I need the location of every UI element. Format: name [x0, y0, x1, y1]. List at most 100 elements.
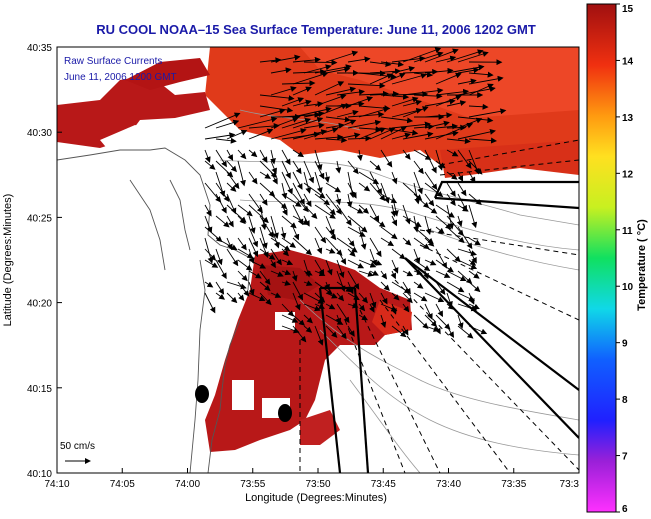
current-vector — [226, 182, 237, 192]
current-vector — [347, 111, 385, 118]
current-vector — [259, 105, 294, 113]
current-vector — [402, 215, 422, 228]
current-vector — [248, 171, 258, 185]
current-vector — [281, 269, 292, 276]
current-vector — [259, 171, 272, 179]
current-vector — [248, 123, 280, 129]
current-vector — [380, 314, 387, 328]
surface-current-vectors — [204, 47, 507, 346]
current-vector — [270, 128, 307, 140]
current-vector — [325, 116, 351, 123]
current-vector — [380, 182, 390, 204]
current-vector — [281, 149, 291, 166]
current-vector — [314, 226, 327, 244]
current-vector — [358, 314, 368, 321]
current-vector — [204, 281, 214, 288]
current-vector — [237, 292, 245, 301]
current-vector — [237, 149, 247, 160]
current-vector — [314, 134, 344, 141]
current-vector — [380, 149, 393, 168]
current-vector — [314, 103, 348, 118]
current-vector — [369, 182, 386, 202]
current-vector — [336, 204, 352, 226]
current-vector — [303, 127, 339, 140]
current-vector — [468, 204, 478, 229]
current-vector — [457, 182, 467, 197]
y-tick-label: 40:10 — [27, 469, 52, 480]
current-vector — [435, 122, 474, 140]
current-vector — [402, 106, 429, 118]
current-vector — [468, 108, 507, 118]
current-vector — [424, 303, 433, 320]
current-vector — [226, 215, 234, 228]
y-tick-label: 40:15 — [27, 384, 52, 395]
current-vector — [457, 226, 473, 250]
current-vector — [402, 303, 410, 313]
current-vector — [424, 171, 438, 191]
current-vector — [259, 204, 267, 231]
current-vector — [314, 171, 323, 194]
current-vector — [303, 215, 310, 227]
current-vector — [413, 182, 421, 205]
current-vector — [281, 259, 294, 266]
current-vector — [270, 237, 291, 252]
current-vector — [303, 193, 312, 208]
current-vector — [270, 270, 284, 277]
current-vector — [369, 270, 379, 276]
current-vector — [259, 248, 276, 260]
y-tick-label: 40:20 — [27, 299, 52, 310]
current-vector — [292, 281, 303, 301]
current-vector — [424, 149, 437, 174]
current-vector — [457, 78, 477, 85]
current-vector — [325, 325, 338, 338]
current-vector — [435, 123, 459, 130]
current-vector — [413, 281, 424, 289]
current-vector — [358, 127, 386, 140]
x-axis-label: Longitude (Degrees:Minutes) — [245, 492, 387, 504]
current-vector — [424, 112, 453, 119]
current-vector — [325, 122, 345, 129]
colorbar-tick-label: 6 — [622, 504, 628, 515]
current-vector — [457, 171, 464, 182]
current-vector — [259, 57, 282, 64]
current-vector — [270, 171, 278, 185]
current-vector — [369, 61, 392, 68]
current-vector — [446, 226, 465, 244]
current-vector — [424, 67, 454, 74]
current-vector — [391, 72, 428, 85]
current-vector — [259, 182, 276, 197]
current-vector — [259, 108, 286, 118]
current-vector — [292, 325, 307, 343]
current-vector — [435, 270, 451, 278]
current-vector — [402, 131, 434, 140]
current-vector — [413, 171, 423, 195]
current-vector — [347, 56, 371, 63]
current-vector — [468, 193, 482, 206]
current-vector — [347, 182, 357, 199]
current-vector — [347, 248, 356, 257]
current-vector — [468, 259, 477, 266]
current-vector — [424, 120, 450, 129]
current-vector — [292, 117, 324, 129]
current-vector — [292, 71, 329, 85]
current-vector — [281, 131, 321, 140]
current-vector — [369, 303, 375, 313]
current-vector — [336, 292, 345, 302]
current-vector — [335, 160, 342, 174]
x-tick-label: 73:45 — [371, 479, 396, 490]
current-vector — [303, 270, 313, 276]
x-axis-ticks: 74:10 74:05 74:00 73:55 73:50 73:45 73:40 73:35… — [44, 468, 580, 490]
current-vector — [237, 116, 278, 129]
current-vector — [380, 72, 406, 85]
current-vector — [292, 106, 332, 118]
current-vector — [226, 160, 237, 173]
current-vector — [446, 49, 484, 63]
current-vector — [237, 160, 246, 187]
current-vector — [369, 237, 382, 258]
current-vector — [435, 215, 452, 230]
current-vector — [435, 88, 470, 96]
current-vector — [424, 48, 459, 63]
current-vector — [369, 259, 383, 266]
current-vector — [369, 73, 394, 85]
current-vector — [446, 325, 455, 338]
